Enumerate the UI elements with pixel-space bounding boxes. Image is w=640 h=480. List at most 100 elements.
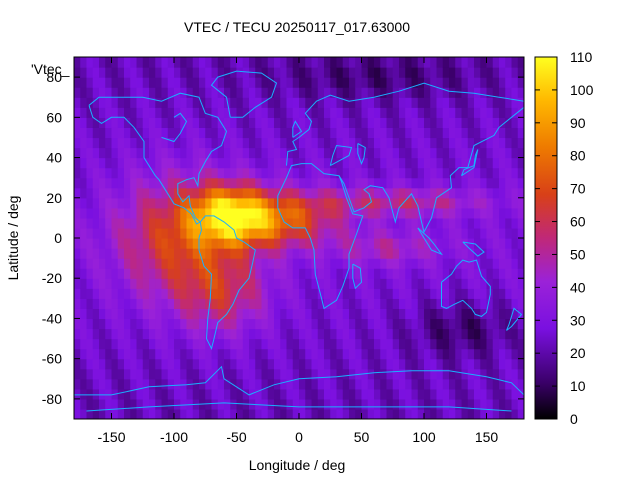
heatmap-cell bbox=[74, 87, 81, 98]
heatmap-cell bbox=[324, 388, 331, 400]
heatmap-cell bbox=[517, 248, 524, 259]
heatmap-cell bbox=[99, 308, 106, 320]
heatmap-cell bbox=[186, 358, 194, 370]
heatmap-cell bbox=[417, 298, 425, 309]
heatmap-cell bbox=[192, 167, 200, 179]
heatmap-cell bbox=[355, 358, 363, 370]
heatmap-cell bbox=[474, 77, 481, 88]
heatmap-cell bbox=[99, 348, 106, 360]
heatmap-cell bbox=[124, 398, 131, 410]
heatmap-cell bbox=[317, 258, 325, 269]
heatmap-cell bbox=[424, 217, 431, 229]
heatmap-cell bbox=[517, 157, 524, 169]
heatmap-cell bbox=[374, 318, 381, 330]
heatmap-cell bbox=[317, 398, 325, 410]
heatmap-cell bbox=[236, 147, 244, 159]
heatmap-cell bbox=[392, 227, 400, 239]
heatmap-cell bbox=[180, 288, 188, 299]
heatmap-cell bbox=[236, 368, 244, 380]
heatmap-cell bbox=[474, 378, 481, 390]
heatmap-cell bbox=[492, 197, 500, 209]
heatmap-cell bbox=[449, 87, 456, 98]
heatmap-cell bbox=[386, 298, 394, 309]
heatmap-cell bbox=[442, 288, 450, 299]
heatmap-cell bbox=[480, 67, 488, 78]
heatmap-cell bbox=[280, 187, 288, 199]
heatmap-cell bbox=[80, 127, 88, 139]
heatmap-cell bbox=[305, 217, 313, 229]
heatmap-cell bbox=[142, 268, 150, 279]
heatmap-cell bbox=[211, 227, 219, 239]
heatmap-cell bbox=[349, 258, 356, 269]
heatmap-cell bbox=[236, 328, 244, 340]
heatmap-cell bbox=[167, 348, 175, 360]
heatmap-cell bbox=[286, 107, 294, 118]
heatmap-cell bbox=[367, 268, 375, 279]
heatmap-cell bbox=[480, 408, 488, 419]
heatmap-cell bbox=[267, 107, 275, 118]
heatmap-cell bbox=[130, 137, 138, 149]
heatmap-cell bbox=[111, 167, 119, 179]
heatmap-cell bbox=[349, 288, 356, 299]
heatmap-cell bbox=[111, 248, 119, 259]
heatmap-cell bbox=[74, 388, 81, 400]
heatmap-cell bbox=[74, 217, 81, 229]
heatmap-cell bbox=[336, 207, 344, 219]
heatmap-cell bbox=[480, 268, 488, 279]
heatmap-cell bbox=[105, 278, 113, 289]
heatmap-cell bbox=[117, 408, 125, 419]
heatmap-cell bbox=[105, 388, 113, 400]
heatmap-cell bbox=[467, 157, 475, 169]
heatmap-cell bbox=[280, 137, 288, 149]
coastline bbox=[462, 241, 485, 257]
heatmap-cell bbox=[399, 368, 406, 380]
heatmap-cell bbox=[324, 348, 331, 360]
heatmap-cell bbox=[155, 67, 163, 78]
heatmap-cell bbox=[461, 338, 469, 350]
heatmap-cell bbox=[155, 378, 163, 390]
heatmap-cell bbox=[492, 288, 500, 299]
heatmap-cell bbox=[217, 368, 225, 380]
heatmap-cell bbox=[355, 248, 363, 259]
heatmap-cell bbox=[211, 288, 219, 299]
heatmap-cell bbox=[517, 298, 524, 309]
heatmap-cell bbox=[430, 217, 438, 229]
heatmap-cell bbox=[99, 278, 106, 289]
heatmap-cell bbox=[411, 77, 419, 88]
heatmap-cell bbox=[486, 217, 494, 229]
heatmap-cell bbox=[392, 328, 400, 340]
heatmap-cell bbox=[442, 197, 450, 209]
heatmap-cell bbox=[305, 268, 313, 279]
heatmap-cell bbox=[167, 288, 175, 299]
heatmap-cell bbox=[217, 77, 225, 88]
heatmap-cell bbox=[486, 258, 494, 269]
heatmap-cell bbox=[136, 408, 144, 419]
heatmap-cell bbox=[511, 328, 519, 340]
heatmap-cell bbox=[192, 408, 200, 419]
heatmap-cell bbox=[399, 197, 406, 209]
heatmap-cell bbox=[392, 147, 400, 159]
heatmap-cell bbox=[292, 97, 300, 108]
heatmap-cell bbox=[230, 258, 238, 269]
heatmap-cell bbox=[280, 77, 288, 88]
heatmap-cell bbox=[80, 318, 88, 330]
heatmap-cell bbox=[405, 57, 413, 68]
heatmap-cell bbox=[392, 368, 400, 380]
heatmap-cell bbox=[405, 238, 413, 249]
heatmap-cell bbox=[149, 368, 156, 380]
heatmap-cell bbox=[374, 157, 381, 169]
heatmap-cell bbox=[367, 318, 375, 330]
heatmap-cell bbox=[330, 167, 338, 179]
heatmap-cell bbox=[236, 298, 244, 309]
heatmap-cell bbox=[474, 348, 481, 360]
heatmap-cell bbox=[311, 308, 319, 320]
heatmap-cell bbox=[467, 167, 475, 179]
heatmap-cell bbox=[186, 348, 194, 360]
heatmap-cell bbox=[230, 368, 238, 380]
heatmap-cell bbox=[180, 358, 188, 370]
heatmap-cell bbox=[405, 358, 413, 370]
heatmap-cell bbox=[430, 408, 438, 419]
heatmap-cell bbox=[236, 227, 244, 239]
heatmap-cell bbox=[174, 328, 181, 340]
heatmap-cell bbox=[267, 147, 275, 159]
